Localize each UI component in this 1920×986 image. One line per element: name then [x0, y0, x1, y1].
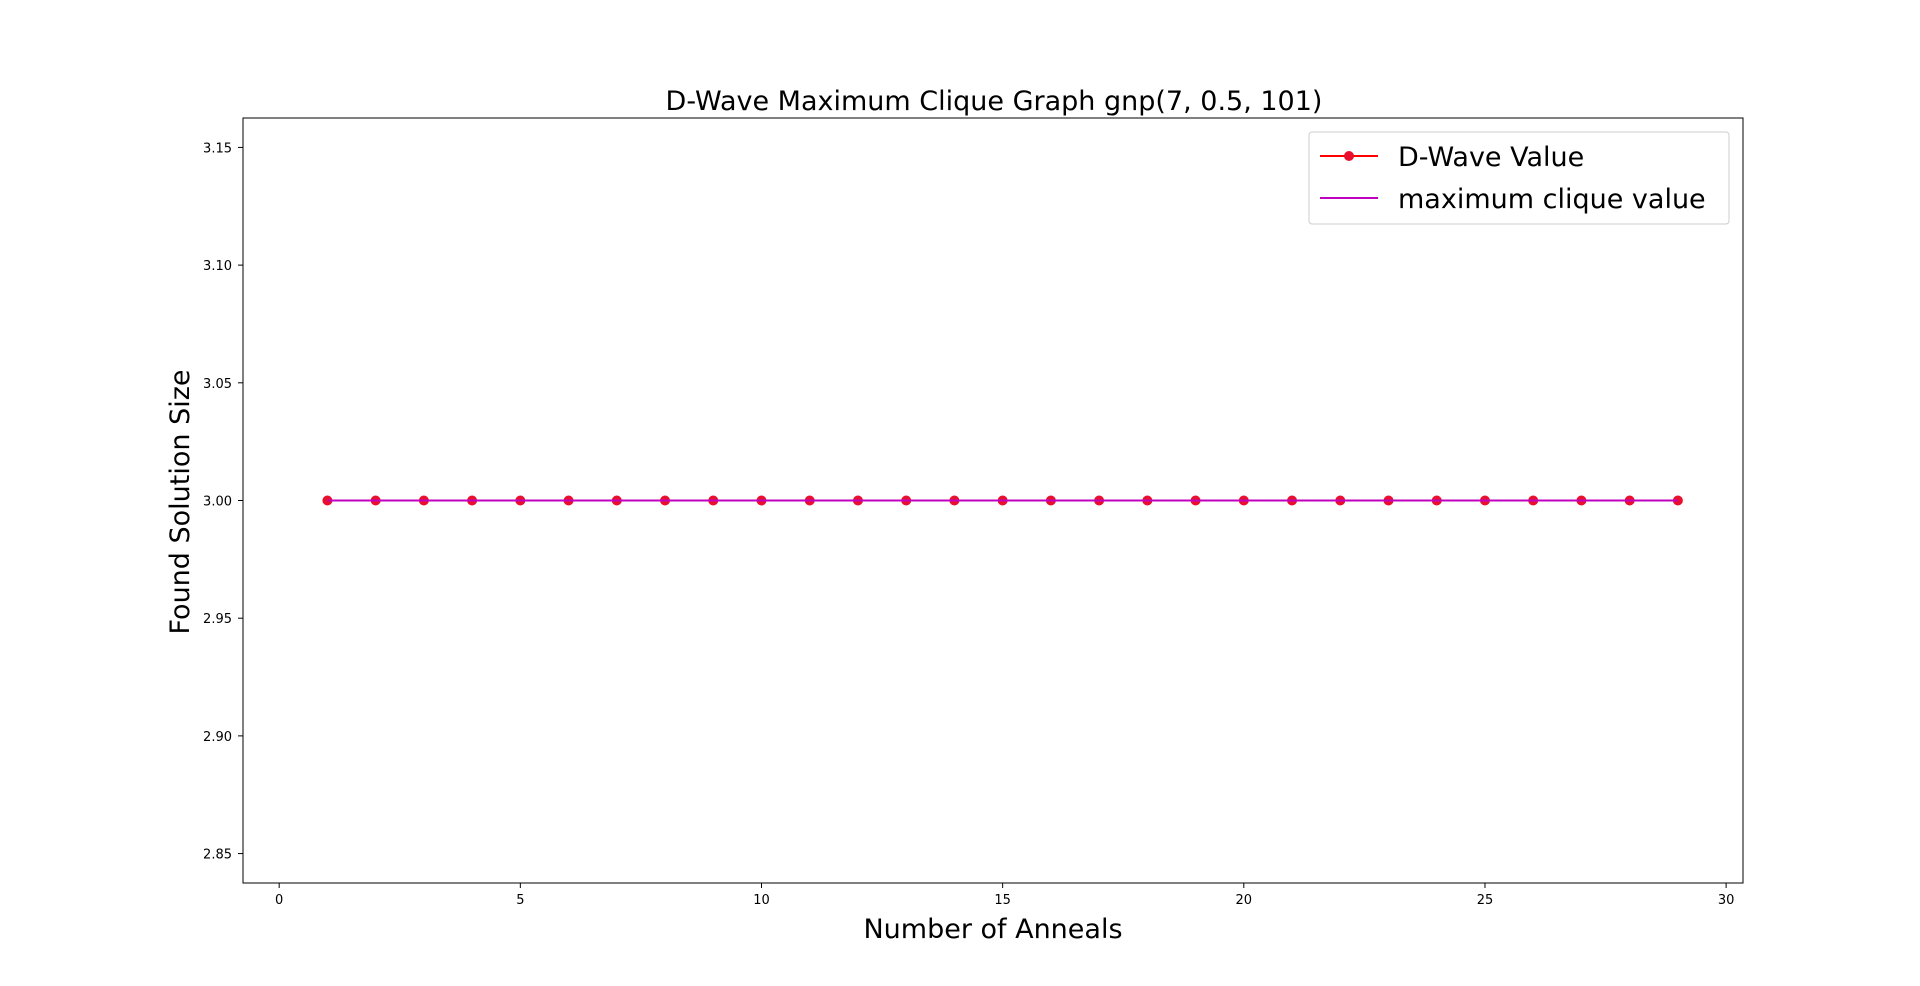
x-tick-label: 5 [516, 893, 524, 908]
y-axis-ticks: 2.85 2.90 2.95 3.00 3.05 3.10 3.15 [203, 141, 243, 863]
legend-box [1308, 131, 1730, 225]
y-tick-label: 3.10 [203, 259, 232, 274]
y-tick-label: 3.00 [203, 495, 232, 510]
x-tick-label: 25 [1477, 893, 1494, 908]
x-tick-label: 10 [753, 893, 770, 908]
legend-dwave-label: D-Wave Value [1398, 142, 1584, 173]
x-tick-label: 0 [275, 893, 283, 908]
y-tick-label: 3.15 [203, 141, 232, 156]
legend: D-Wave Value maximum clique value [1308, 131, 1730, 225]
y-tick-label: 2.90 [203, 730, 232, 745]
legend-max-clique-label: maximum clique value [1398, 184, 1706, 215]
x-tick-label: 30 [1718, 893, 1735, 908]
x-axis-label: Number of Anneals [863, 914, 1122, 945]
plot-area [322, 495, 1683, 506]
y-tick-label: 2.95 [203, 612, 232, 627]
legend-dwave-marker [1344, 151, 1354, 161]
y-tick-label: 3.05 [203, 377, 232, 392]
x-axis-ticks: 0 5 10 15 20 25 30 [275, 883, 1734, 908]
y-tick-label: 2.85 [203, 848, 232, 863]
y-axis-label: Found Solution Size [165, 369, 196, 634]
chart-title: D-Wave Maximum Clique Graph gnp(7, 0.5, … [666, 86, 1323, 117]
x-tick-label: 20 [1236, 893, 1253, 908]
x-tick-label: 15 [994, 893, 1011, 908]
